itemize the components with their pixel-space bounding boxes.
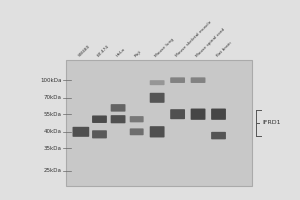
FancyBboxPatch shape	[150, 80, 164, 85]
FancyBboxPatch shape	[111, 115, 125, 123]
Text: BT-474: BT-474	[97, 44, 110, 58]
FancyBboxPatch shape	[92, 130, 107, 138]
Bar	[66, 60, 252, 186]
Text: 25kDa: 25kDa	[44, 168, 62, 173]
Text: Raji: Raji	[134, 50, 142, 58]
FancyBboxPatch shape	[130, 128, 144, 135]
Text: 100kDa: 100kDa	[40, 78, 62, 83]
FancyBboxPatch shape	[211, 109, 226, 120]
FancyBboxPatch shape	[92, 115, 107, 123]
Text: Mouse lung: Mouse lung	[154, 37, 175, 58]
FancyBboxPatch shape	[191, 77, 206, 83]
FancyBboxPatch shape	[191, 109, 206, 120]
Text: 40kDa: 40kDa	[44, 129, 62, 134]
FancyBboxPatch shape	[111, 104, 125, 112]
FancyBboxPatch shape	[130, 116, 144, 122]
Text: 55kDa: 55kDa	[44, 112, 62, 117]
Text: Mouse spinal cord: Mouse spinal cord	[195, 27, 226, 58]
Text: IFRD1: IFRD1	[262, 120, 281, 126]
FancyBboxPatch shape	[211, 132, 226, 139]
Text: HeLa: HeLa	[115, 47, 126, 58]
FancyBboxPatch shape	[150, 126, 164, 137]
Text: 70kDa: 70kDa	[44, 95, 62, 100]
FancyBboxPatch shape	[150, 93, 164, 103]
FancyBboxPatch shape	[73, 127, 89, 137]
FancyBboxPatch shape	[170, 77, 185, 83]
Text: 35kDa: 35kDa	[44, 146, 62, 151]
FancyBboxPatch shape	[170, 109, 185, 119]
Text: Mouse skeletal muscle: Mouse skeletal muscle	[175, 20, 212, 58]
Text: Rat brain: Rat brain	[216, 41, 232, 58]
Text: SW480: SW480	[78, 44, 92, 58]
